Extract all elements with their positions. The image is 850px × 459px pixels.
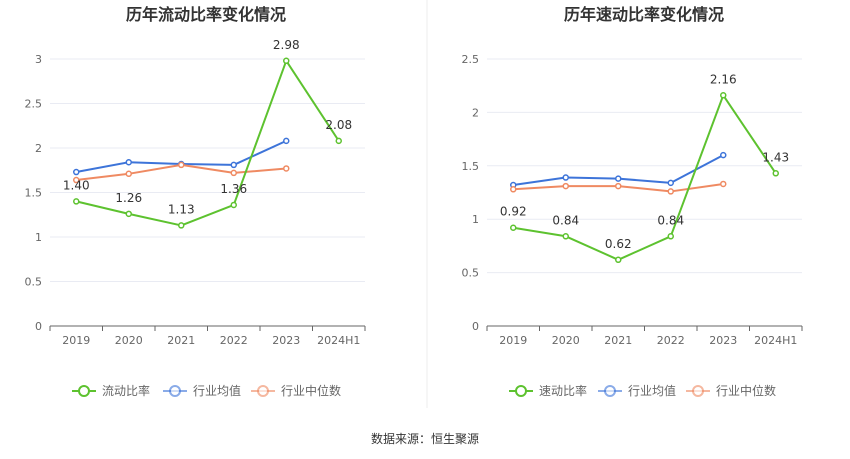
legend-marker [257,385,269,397]
data-source: 数据来源：恒生聚源 [371,431,479,446]
x-tick-label: 2023 [709,334,737,347]
data-label: 0.92 [500,205,527,219]
series-point [283,137,290,145]
series-point [125,170,132,178]
legend-item: 行业中位数 [251,383,341,398]
series-point [73,176,80,184]
series-point [562,174,569,181]
data-label: 1.13 [168,202,195,216]
series-point [562,182,569,190]
series-line [513,94,777,261]
x-tick-label: 2019 [499,334,527,347]
legend-marker [692,385,704,397]
series-point [510,186,517,193]
series-point [720,151,727,159]
y-tick-label: 3 [35,53,42,66]
series-point [720,180,727,188]
legend-label: 行业中位数 [281,383,341,398]
y-tick-label: 1 [35,231,42,244]
series-line [76,59,340,227]
data-label: 1.40 [63,178,90,192]
series-point [283,57,290,65]
legend-label: 行业中位数 [716,383,776,398]
y-tick-label: 2.5 [25,98,43,111]
x-tick-label: 2020 [115,334,143,347]
series-point [667,188,674,195]
y-tick-label: 2 [472,106,479,119]
x-tick-label: 2021 [604,334,632,347]
y-tick-label: 0.5 [25,276,43,289]
series-point [178,161,185,169]
data-label: 2.16 [710,72,737,86]
x-tick-label: 2024H1 [317,334,360,347]
legend-label: 流动比率 [102,383,150,398]
series-point [283,165,290,172]
series-point [510,224,517,231]
x-tick-label: 2019 [62,334,90,347]
legend-marker [169,385,181,397]
series-point [125,210,132,218]
series-point [230,161,237,169]
series-point [562,233,569,240]
data-label: 0.62 [605,237,632,251]
current-ratio-chart: 0 0.5 1 1.5 2 2.5 3 2019 2020 2021 2022 2023 2024H1 1… [25,38,366,398]
series-point [335,137,342,145]
data-label: 1.36 [220,182,247,196]
series-point [720,92,727,99]
series-point [615,175,622,182]
x-tick-label: 2022 [657,334,685,347]
y-tick-label: 2 [35,142,42,155]
series-point [667,179,674,187]
quick-ratio-chart: 0 0.5 1 1.5 2 2.5 2019 2020 2021 2022 2023 2024H1 0.… [462,53,803,398]
series-point [230,201,237,209]
series-point [73,168,80,176]
y-tick-label: 0 [35,320,42,333]
series-point [615,256,622,264]
series-point [230,169,237,177]
y-tick-label: 0.5 [462,267,480,280]
y-tick-label: 1 [472,213,479,226]
chart-title-right: 历年速动比率变化情况 [564,5,724,24]
data-label: 0.84 [552,213,579,227]
legend-label: 行业均值 [193,383,241,398]
legend-item: 速动比率 [509,383,587,398]
series-point [667,233,674,240]
legend-item: 行业均值 [598,383,676,398]
legend-item: 行业均值 [163,383,241,398]
data-label: 0.84 [657,213,684,227]
data-label: 2.08 [325,118,352,132]
y-tick-label: 0 [472,320,479,333]
x-tick-label: 2022 [220,334,248,347]
data-label: 2.98 [273,38,300,52]
series-point [125,158,132,166]
series-point [615,182,622,190]
y-tick-label: 1.5 [462,160,480,173]
legend-label: 行业均值 [628,383,676,398]
y-tick-label: 1.5 [25,187,43,200]
legend-label: 速动比率 [539,383,587,398]
y-tick-label: 2.5 [462,53,480,66]
x-tick-label: 2020 [552,334,580,347]
x-tick-label: 2021 [167,334,195,347]
chart-title-left: 历年流动比率变化情况 [126,5,286,24]
legend-marker [604,385,616,397]
series-point [178,222,185,229]
legend-item: 流动比率 [72,383,150,398]
x-tick-label: 2024H1 [754,334,797,347]
series-point [772,170,779,177]
legend-item: 行业中位数 [686,383,776,398]
data-label: 1.43 [762,150,789,164]
legend-marker [515,385,527,397]
data-label: 1.26 [115,191,142,205]
legend-marker [78,385,90,397]
series-point [73,198,80,205]
x-tick-label: 2023 [272,334,300,347]
